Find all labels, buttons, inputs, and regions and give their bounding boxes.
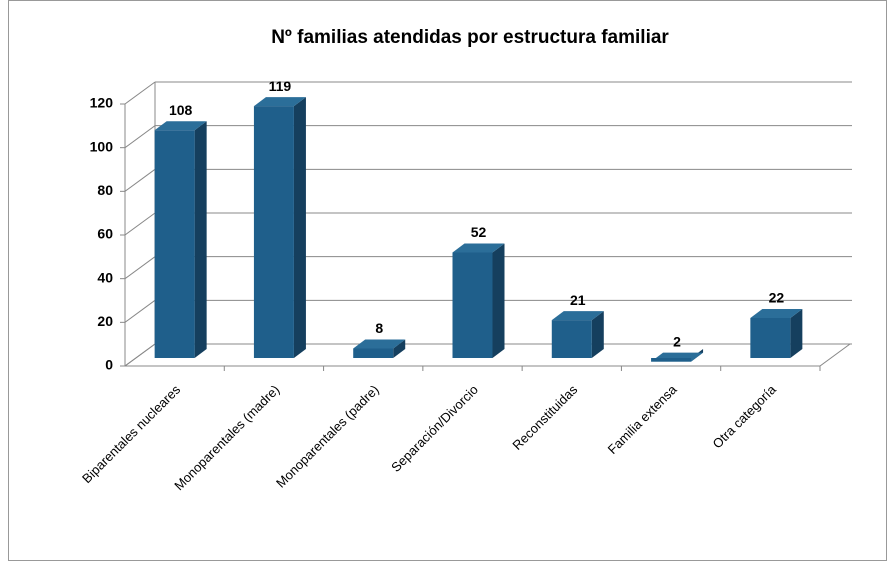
bar-top — [253, 97, 306, 107]
value-label: 108 — [169, 102, 193, 118]
y-tick-label: 100 — [90, 138, 114, 154]
bar-top — [154, 121, 207, 131]
value-label: 119 — [269, 78, 292, 94]
bar-side — [293, 97, 306, 358]
bar-side — [591, 311, 604, 358]
bar-side — [194, 121, 207, 358]
bar — [154, 121, 207, 358]
y-tick-label: 80 — [97, 182, 113, 198]
bar — [452, 243, 505, 358]
value-label: 21 — [570, 292, 586, 308]
bar — [353, 339, 406, 358]
bar-front — [551, 320, 592, 358]
bar-side — [393, 339, 406, 358]
bar — [253, 97, 306, 358]
value-label: 8 — [375, 320, 383, 336]
grid-line — [124, 81, 156, 105]
bar-front — [253, 106, 294, 358]
value-label: 2 — [673, 333, 681, 349]
bar-front — [452, 252, 493, 358]
bar-side — [492, 243, 505, 358]
bar — [551, 311, 604, 358]
bar-front — [651, 358, 692, 362]
bar-top — [353, 339, 406, 349]
grid-line — [124, 212, 156, 236]
bar-side — [790, 308, 803, 358]
bar — [651, 349, 704, 362]
bar-front — [154, 130, 195, 358]
y-tick-label: 40 — [97, 269, 113, 285]
bar-top — [452, 243, 505, 253]
grid-line — [124, 343, 156, 367]
chart-title: Nº familias atendidas por estructura fam… — [271, 27, 669, 48]
y-tick-label: 20 — [97, 313, 113, 329]
bar-front — [750, 317, 791, 358]
value-label: 22 — [769, 290, 785, 306]
grid-line — [124, 299, 156, 323]
value-label: 52 — [471, 224, 487, 240]
y-tick-label: 60 — [97, 226, 113, 242]
chart-frame — [8, 0, 887, 561]
bar-top — [750, 308, 803, 318]
grid-line — [124, 168, 156, 192]
y-tick-label: 120 — [90, 95, 114, 111]
grid-line — [124, 125, 156, 149]
grid-line — [124, 256, 156, 280]
bar-top — [551, 311, 604, 321]
bar — [750, 308, 803, 358]
bar-front — [353, 348, 394, 358]
y-tick-label: 0 — [105, 357, 113, 373]
